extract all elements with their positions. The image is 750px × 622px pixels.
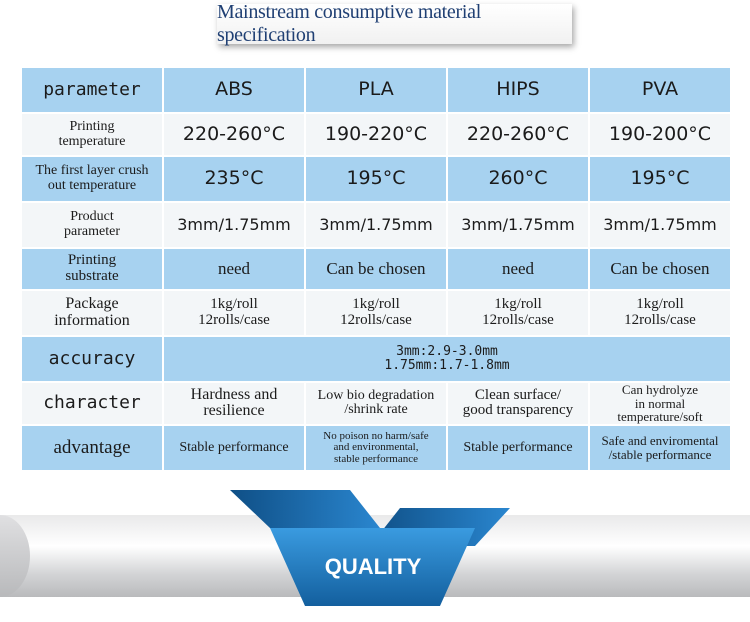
- cell-pva-first-layer: 195°C: [588, 155, 732, 203]
- table-row: The first layer crush out temperature 23…: [20, 155, 732, 203]
- row-label-advantage: advantage: [20, 423, 164, 472]
- table-row: character Hardness and resilience Low bi…: [20, 381, 732, 426]
- row-label-character: character: [20, 381, 164, 426]
- cell-pva-substrate: Can be chosen: [588, 247, 732, 291]
- cell-pla-substrate: Can be chosen: [304, 247, 448, 291]
- cell-hips-character: Clean surface/ good transparency: [462, 386, 574, 419]
- cell-pla-printing-temp: 190-220°C: [304, 112, 448, 157]
- cell-pva-product: 3mm/1.75mm: [588, 201, 732, 249]
- cell-hips-package: 1kg/roll 12rolls/case: [482, 296, 554, 328]
- cell-abs-product: 3mm/1.75mm: [162, 201, 306, 249]
- cell-accuracy-value: 3mm:2.9-3.0mm 1.75mm:1.7-1.8mm: [384, 344, 510, 373]
- col-header-pla: PLA: [304, 66, 448, 114]
- page-title: Mainstream consumptive material specific…: [217, 1, 572, 46]
- row-label-first-layer: The first layer crush out temperature: [35, 163, 149, 193]
- cell-pva-character: Can hydrolyze in normal temperature/soft: [617, 382, 703, 425]
- cell-abs-substrate: need: [162, 247, 306, 291]
- row-label-product-parameter: Product parameter: [64, 209, 120, 239]
- cell-pla-package: 1kg/roll 12rolls/case: [340, 296, 412, 328]
- cell-pva-package: 1kg/roll 12rolls/case: [624, 296, 696, 328]
- row-label-printing-substrate: Printing substrate: [65, 252, 119, 284]
- spec-table: parameter ABS PLA HIPS PVA Printing temp…: [20, 66, 732, 472]
- table-row: Product parameter 3mm/1.75mm 3mm/1.75mm …: [20, 201, 732, 249]
- cell-pla-character: Low bio degradation /shrink rate: [317, 387, 435, 418]
- cell-hips-product: 3mm/1.75mm: [446, 201, 590, 249]
- cell-abs-printing-temp: 220-260°C: [162, 112, 306, 157]
- row-label-parameter: parameter: [20, 66, 164, 114]
- cell-hips-first-layer: 260°C: [446, 155, 590, 203]
- cell-pva-advantage: Safe and enviromental /stable performanc…: [601, 433, 719, 462]
- cell-pla-advantage: No poison no harm/safe and environmental…: [323, 429, 429, 465]
- quality-ribbon: QUALITY: [230, 490, 510, 606]
- cell-abs-character: Hardness and resilience: [190, 385, 278, 420]
- cell-pla-product: 3mm/1.75mm: [304, 201, 448, 249]
- table-row: Package information 1kg/roll 12rolls/cas…: [20, 289, 732, 337]
- cell-hips-advantage: Stable performance: [446, 423, 590, 472]
- cell-hips-substrate: need: [446, 247, 590, 291]
- table-row: Printing temperature 220-260°C 190-220°C…: [20, 112, 732, 157]
- table-row: accuracy 3mm:2.9-3.0mm 1.75mm:1.7-1.8mm: [20, 335, 732, 383]
- table-header-row: parameter ABS PLA HIPS PVA: [20, 66, 732, 114]
- cell-abs-first-layer: 235°C: [162, 155, 306, 203]
- col-header-hips: HIPS: [446, 66, 590, 114]
- cell-abs-advantage: Stable performance: [162, 423, 306, 472]
- col-header-abs: ABS: [162, 66, 306, 114]
- cell-hips-printing-temp: 220-260°C: [446, 112, 590, 157]
- quality-label: QUALITY: [325, 554, 422, 579]
- cell-pva-printing-temp: 190-200°C: [588, 112, 732, 157]
- cell-abs-package: 1kg/roll 12rolls/case: [198, 296, 270, 328]
- col-header-pva: PVA: [588, 66, 732, 114]
- row-label-package-information: Package information: [54, 295, 130, 329]
- table-row: advantage Stable performance No poison n…: [20, 423, 732, 472]
- ribbon-left-fold: [230, 490, 380, 528]
- table-row: Printing substrate need Can be chosen ne…: [20, 247, 732, 291]
- ribbon-center: [270, 528, 475, 606]
- row-label-accuracy: accuracy: [20, 335, 164, 383]
- row-label-printing-temperature: Printing temperature: [58, 118, 126, 149]
- cell-pla-first-layer: 195°C: [304, 155, 448, 203]
